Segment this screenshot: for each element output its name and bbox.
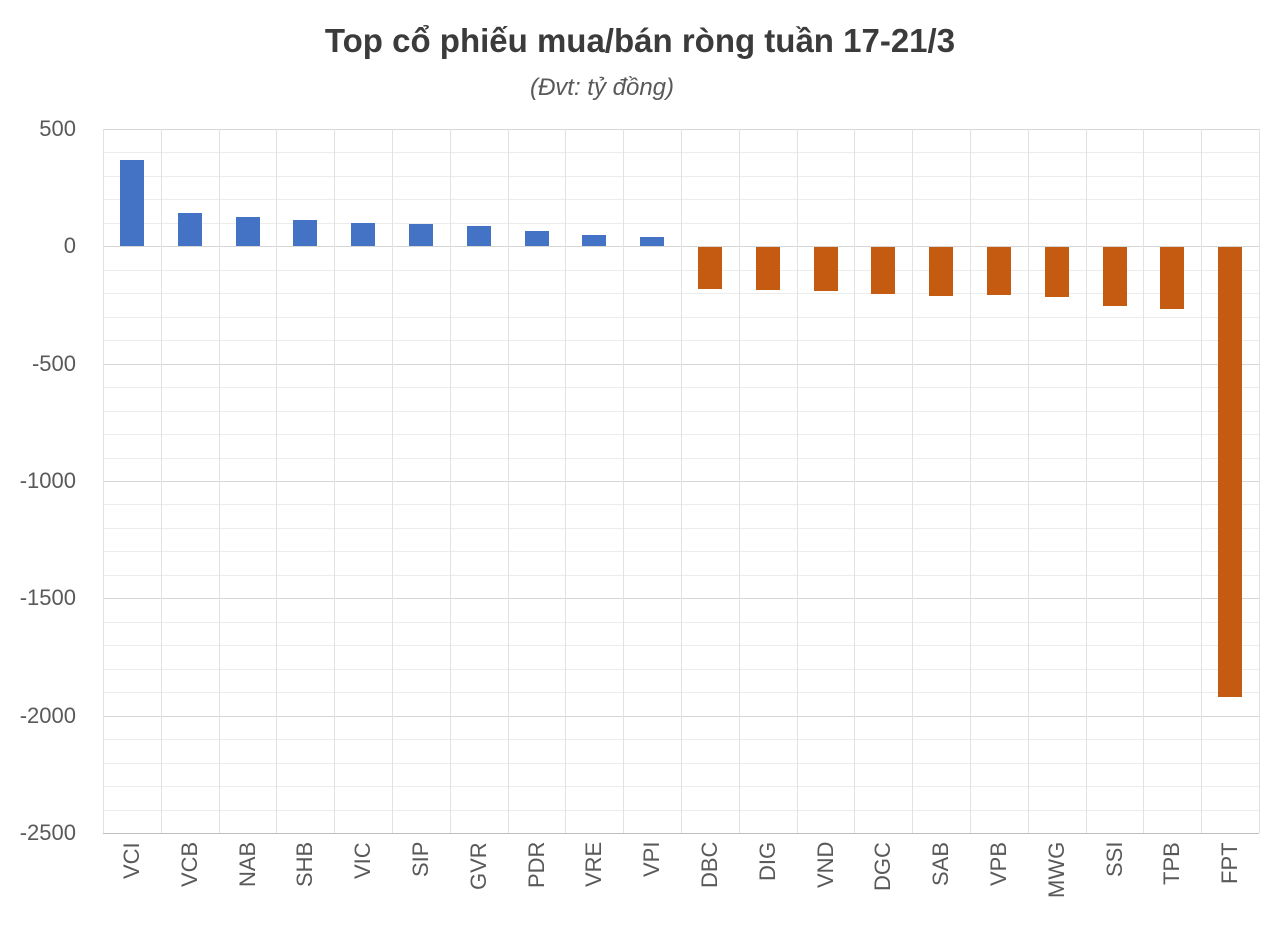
- bar-SSI: [1102, 247, 1127, 307]
- bar-VRE: [582, 235, 607, 247]
- x-axis-tick-label: VCI: [118, 842, 144, 879]
- x-axis-tick-label: TPB: [1159, 842, 1185, 885]
- gridline-vertical: [681, 129, 682, 833]
- bar-DGC: [871, 247, 896, 294]
- x-axis-tick-label: DBC: [696, 842, 722, 889]
- bar-SHB: [293, 219, 318, 247]
- bar-FPT: [1218, 247, 1243, 698]
- gridline-vertical: [449, 129, 451, 833]
- gridline-vertical: [276, 129, 278, 833]
- y-axis-tick-label: -2000: [19, 702, 76, 728]
- chart-title: Top cổ phiếu mua/bán ròng tuần 17-21/3: [324, 22, 956, 59]
- x-axis-tick-label: SHB: [292, 842, 318, 888]
- gridline-vertical: [854, 129, 856, 833]
- gridline-vertical: [334, 129, 336, 833]
- bar-VCB: [177, 213, 202, 247]
- y-axis-tick-label: -500: [31, 350, 76, 376]
- bar-DIG: [755, 247, 780, 291]
- gridline-vertical: [970, 129, 971, 833]
- x-axis-tick-label: FPT: [1217, 842, 1243, 884]
- bar-PDR: [524, 231, 549, 247]
- bar-VIC: [351, 223, 376, 247]
- gridline-vertical: [912, 129, 914, 833]
- chart-subtitle: (Đvt: tỷ đồng): [529, 74, 675, 101]
- x-axis-tick-label: SAB: [928, 842, 954, 887]
- x-axis-tick-label: VCB: [176, 842, 202, 888]
- gridline-vertical: [796, 129, 798, 833]
- y-axis-tick-label: -2500: [19, 820, 76, 845]
- gridline-vertical: [160, 129, 162, 833]
- bar-VCI: [119, 160, 144, 247]
- gridline-vertical: [1027, 129, 1029, 833]
- bar-SIP: [408, 224, 433, 247]
- gridline-vertical: [738, 129, 740, 833]
- y-axis-tick-label: 0: [63, 233, 76, 259]
- x-axis-tick-label: VPB: [985, 842, 1011, 887]
- bar-GVR: [466, 226, 491, 247]
- x-axis-tick-label: DIG: [754, 842, 780, 882]
- plot-area: [103, 129, 1260, 834]
- y-axis-tick-label: -1500: [19, 585, 76, 611]
- gridline-vertical: [1201, 129, 1203, 833]
- bar-NAB: [235, 217, 260, 247]
- x-axis-tick-label: VND: [812, 842, 838, 889]
- x-axis-tick-label: VRE: [581, 842, 607, 888]
- bar-DBC: [697, 247, 722, 289]
- gridline-vertical: [218, 129, 220, 833]
- gridline-vertical: [507, 129, 509, 833]
- x-axis-tick-label: PDR: [523, 842, 549, 889]
- gridline-vertical: [1143, 129, 1145, 833]
- gridline-vertical: [392, 129, 393, 833]
- bar-VPB: [986, 247, 1011, 296]
- bar-VND: [813, 247, 838, 291]
- bar-TPB: [1160, 247, 1185, 310]
- bar-MWG: [1044, 247, 1069, 298]
- y-axis-tick-label: 500: [39, 116, 76, 141]
- x-axis-tick-label: SSI: [1101, 842, 1127, 878]
- gridline-major: [103, 833, 1259, 834]
- x-axis-tick-label: GVR: [465, 842, 491, 890]
- x-axis-tick-label: VIC: [350, 842, 376, 879]
- gridline-vertical: [103, 129, 104, 833]
- y-axis-tick-label: -1000: [19, 468, 76, 493]
- x-axis-tick-label: NAB: [234, 842, 260, 888]
- x-axis-tick-label: SIP: [407, 842, 433, 878]
- x-axis-tick-label: DGC: [870, 842, 896, 891]
- bar-SAB: [929, 247, 954, 296]
- gridline-vertical: [565, 129, 567, 833]
- gridline-vertical: [1085, 129, 1087, 833]
- gridline-vertical: [1259, 129, 1260, 833]
- x-axis-tick-label: MWG: [1043, 842, 1069, 899]
- x-axis-tick-label: VPI: [639, 842, 665, 878]
- bar-VPI: [640, 236, 665, 247]
- gridline-vertical: [623, 129, 625, 833]
